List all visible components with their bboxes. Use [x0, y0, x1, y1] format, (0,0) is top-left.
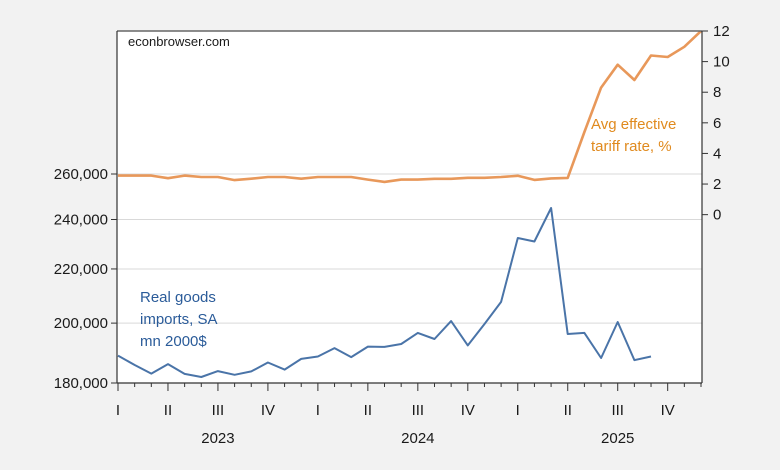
year-label: 2025	[601, 430, 634, 447]
right-tick-label: 8	[713, 84, 721, 101]
imports-series-label: Real goods imports, SA mn 2000$	[140, 289, 221, 350]
imports-line	[117, 207, 652, 378]
quarter-label: III	[212, 402, 225, 419]
left-tick-label: 220,000	[54, 261, 108, 278]
tariff-label-line: Avg effective	[591, 116, 676, 133]
imports-label-line: Real goods	[140, 289, 216, 306]
right-tick-label: 4	[713, 145, 721, 162]
watermark: econbrowser.com	[128, 34, 230, 49]
tariff-series-label: Avg effective tariff rate, %	[591, 116, 681, 155]
quarter-label: IV	[661, 402, 675, 419]
year-label: 2023	[201, 430, 234, 447]
series-layer	[117, 31, 702, 378]
left-tick-label: 200,000	[54, 315, 108, 332]
quarter-label: I	[316, 402, 320, 419]
gridlines	[117, 173, 702, 324]
quarter-label: IV	[261, 402, 275, 419]
left-tick-label: 260,000	[54, 166, 108, 183]
quarter-label: II	[164, 402, 172, 419]
tariff-line	[118, 31, 702, 184]
plot-area	[117, 31, 702, 383]
quarter-label: II	[564, 402, 572, 419]
right-axis-ticks: 0 2 4 6 8 10 12	[702, 23, 730, 224]
imports-label-line: imports, SA	[140, 311, 218, 328]
left-axis-ticks: 180,000 200,000 220,000 240,000 260,000	[54, 166, 117, 392]
year-label: 2024	[401, 430, 434, 447]
quarter-label: II	[364, 402, 372, 419]
quarter-label: III	[611, 402, 624, 419]
right-tick-label: 2	[713, 176, 721, 193]
left-tick-label: 240,000	[54, 211, 108, 228]
tariff-label-line: tariff rate, %	[591, 138, 672, 155]
quarter-label: I	[116, 402, 120, 419]
imports-label-line: mn 2000$	[140, 333, 207, 350]
right-tick-label: 12	[713, 23, 730, 40]
quarter-label: I	[516, 402, 520, 419]
left-tick-label: 180,000	[54, 375, 108, 392]
right-tick-label: 10	[713, 54, 730, 71]
right-tick-label: 0	[713, 207, 721, 224]
quarter-label: IV	[461, 402, 475, 419]
quarter-label: III	[412, 402, 425, 419]
right-tick-label: 6	[713, 115, 721, 132]
